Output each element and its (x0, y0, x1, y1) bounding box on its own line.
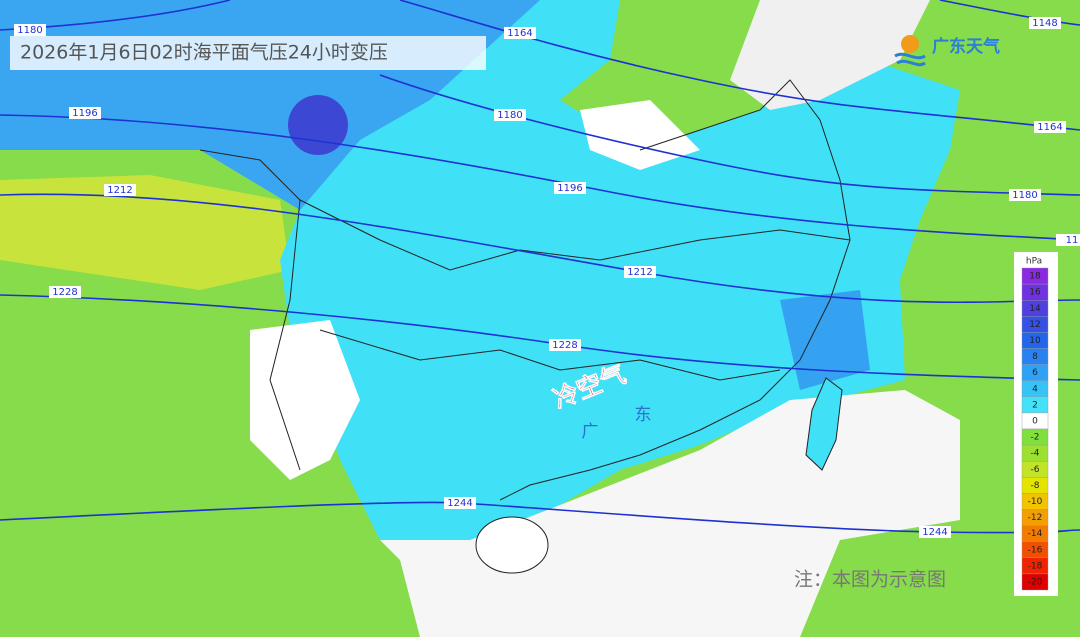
isobar-label-bg (549, 339, 581, 351)
blue-patch (780, 290, 870, 390)
isobar-label: 1148 (1032, 18, 1057, 29)
border (199, 149, 301, 471)
white-patch (580, 100, 700, 170)
legend-label: 8 (1032, 352, 1038, 362)
isobar-label-bg (49, 286, 81, 298)
logo-sun (901, 35, 919, 53)
legend-label: 18 (1029, 272, 1041, 282)
isobar-label-bg (494, 109, 526, 121)
isobar-label-bg (104, 184, 136, 196)
title-box (10, 36, 486, 70)
border (319, 329, 781, 381)
dark-blue-spot (288, 95, 348, 155)
note: 注：本图为示意图 (794, 569, 946, 591)
legend-label: -6 (1031, 465, 1040, 475)
legend-label: -18 (1028, 561, 1043, 571)
isobar (939, 0, 1080, 26)
isobar-label-bg (919, 526, 951, 538)
legend-label: 4 (1032, 384, 1038, 394)
isobar (0, 114, 1080, 241)
isobar-label: 1180 (17, 25, 42, 36)
isobar-label-bg (14, 24, 46, 36)
isobar-label: 1244 (447, 498, 472, 509)
logo-text: 广东天气 (932, 36, 1000, 57)
isobar-label-bg (444, 497, 476, 509)
isobar-label-bg (624, 266, 656, 278)
legend-label: -10 (1028, 497, 1043, 507)
isobar-label: 1164 (507, 28, 532, 39)
white-patch (250, 320, 360, 480)
legend-label: -4 (1031, 449, 1040, 459)
white-patch (730, 0, 930, 110)
isobar-label-bg (504, 27, 536, 39)
isobar-label: 1196 (72, 108, 97, 119)
legend-label: 16 (1029, 288, 1041, 298)
isobar-label: 1180 (497, 110, 522, 121)
isobar (0, 193, 1080, 304)
region-label: 广 (582, 422, 599, 442)
legend-label: -20 (1028, 577, 1043, 587)
legend-label: 0 (1032, 416, 1038, 426)
isobar-label: 1180 (1012, 190, 1037, 201)
isobar-label-bg (554, 182, 586, 194)
legend-label: 2 (1032, 400, 1038, 410)
isobar-label: 1212 (107, 185, 132, 196)
coastline (499, 79, 851, 501)
legend-label: 14 (1029, 304, 1041, 314)
isobar-label: 1228 (552, 340, 577, 351)
isobar-label-bg (1009, 189, 1041, 201)
isobar-label: 1164 (1037, 122, 1062, 133)
legend-label: -16 (1028, 545, 1043, 555)
isobar-label: 1244 (922, 527, 947, 538)
legend: hPa 18 16 14 12 10 8 6 4 2 0 -2 -4 -6 -8 -10 -12 -14 -16 -… (1014, 252, 1058, 596)
logo-wave (894, 52, 926, 67)
border (299, 199, 851, 271)
isobar-label-bg (1029, 17, 1061, 29)
legend-label: 6 (1032, 368, 1038, 378)
isobar (379, 74, 1080, 196)
legend-label: 12 (1029, 320, 1040, 330)
title: 2026年1月6日02时海平面气压24小时变压 (20, 42, 388, 64)
isobar-label-bg (1034, 121, 1066, 133)
legend-label: -14 (1028, 529, 1043, 539)
legend-label: 10 (1029, 336, 1041, 346)
region-label: 东 (635, 405, 652, 425)
hainan (475, 516, 549, 574)
isobar-label: 1196 (557, 183, 582, 194)
legend-label: -8 (1031, 481, 1040, 491)
legend-swatch (1021, 573, 1049, 591)
isobar-label-bg (69, 107, 101, 119)
isobar-label: 1228 (52, 287, 77, 298)
isobar-label: 11 (1066, 235, 1079, 246)
isobar (399, 0, 1080, 131)
legend-label: -2 (1031, 433, 1040, 443)
legend-unit: hPa (1026, 257, 1042, 267)
isobar-label: 1212 (627, 267, 652, 278)
taiwan (805, 377, 843, 471)
legend-label: -12 (1028, 513, 1043, 523)
isobar-label-bg (1056, 234, 1080, 246)
